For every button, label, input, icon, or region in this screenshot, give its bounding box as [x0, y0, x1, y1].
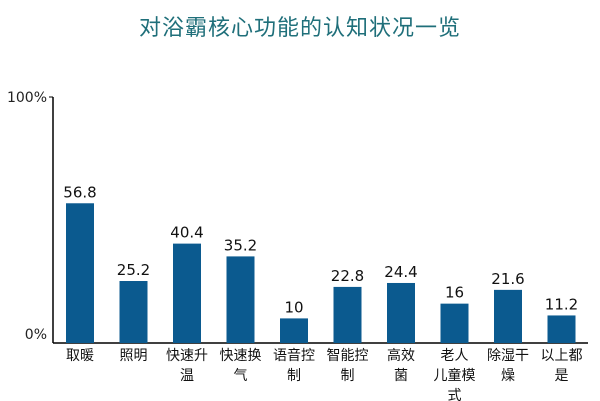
bar: [440, 303, 469, 343]
chart-title: 对浴霸核心功能的认知状况一览: [138, 16, 461, 41]
bar-value-label: 11.2: [545, 295, 578, 313]
category-label: 以上都: [541, 348, 583, 364]
bar: [547, 315, 576, 343]
category-label: 语音控: [273, 347, 315, 364]
bar-value-label: 22.8: [331, 267, 364, 285]
bar-value-label: 21.6: [491, 270, 524, 288]
category-label: 儿童模: [434, 367, 476, 384]
bar: [226, 256, 255, 343]
category-label: 快速换: [220, 347, 262, 364]
category-label: 老人: [441, 348, 469, 364]
bar-value-label: 16: [445, 284, 464, 302]
category-label: 快速升: [166, 348, 208, 364]
category-label: 制: [341, 368, 355, 384]
bar: [66, 203, 94, 343]
y-tick-label: 100%: [7, 90, 47, 106]
y-tick-label: 0%: [25, 327, 47, 343]
category-label: 气: [234, 368, 248, 384]
bar-value-label: 24.4: [384, 263, 417, 281]
category-label: 制: [287, 368, 301, 384]
category-label: 取暖: [66, 348, 94, 364]
category-label: 智能控: [327, 348, 369, 364]
bar-value-label: 10: [284, 298, 303, 316]
category-label: 燥: [501, 368, 515, 384]
category-label: 是: [555, 368, 569, 384]
bar: [387, 282, 415, 343]
bar: [119, 281, 148, 343]
category-label: 照明: [120, 348, 148, 364]
category-label: 温: [180, 368, 194, 384]
bar-value-label: 56.8: [63, 183, 96, 201]
category-label: 高效: [387, 347, 415, 364]
bar-value-label: 25.2: [117, 261, 150, 279]
bar: [280, 318, 308, 343]
bar: [494, 289, 522, 343]
bar: [173, 243, 201, 343]
category-label: 菌: [394, 368, 408, 384]
bar: [333, 286, 362, 343]
bar-value-label: 40.4: [170, 224, 203, 242]
bar-value-label: 35.2: [224, 236, 257, 254]
category-label: 式: [448, 388, 462, 401]
category-label: 除湿干: [487, 348, 529, 364]
